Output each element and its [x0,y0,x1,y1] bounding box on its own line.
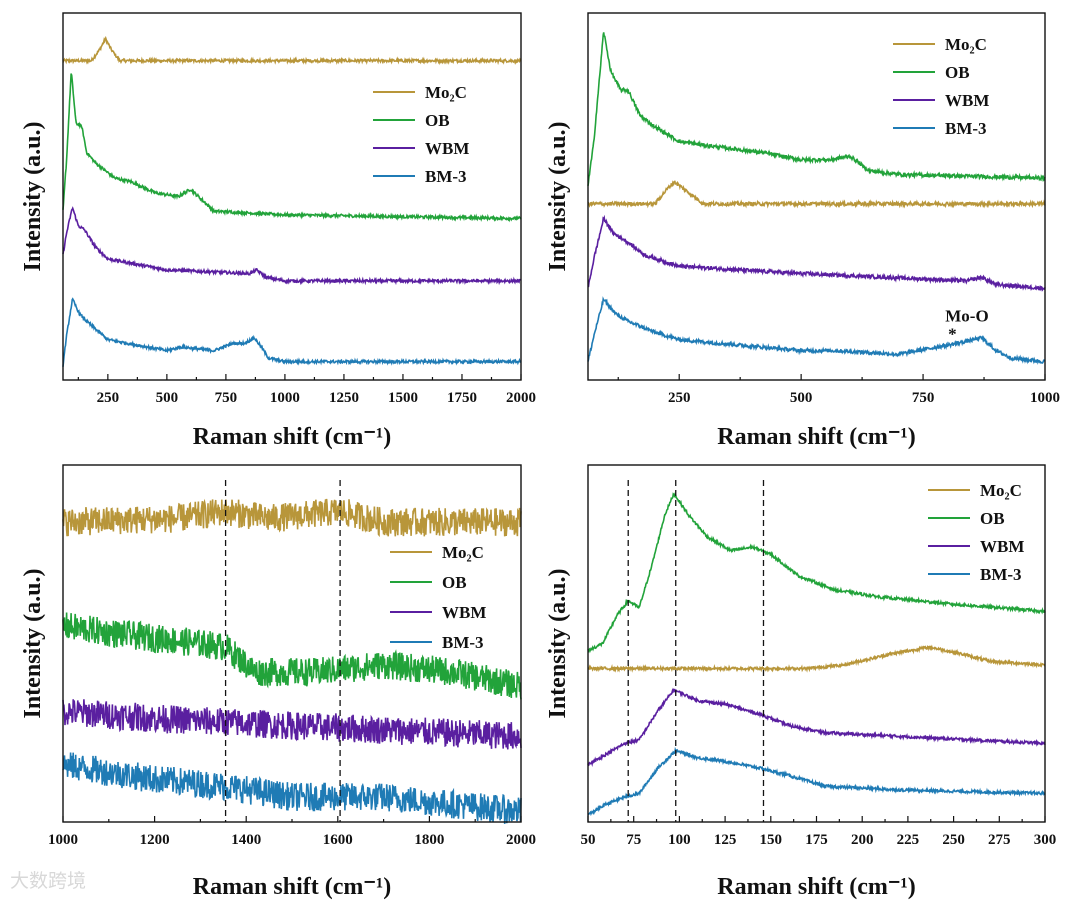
series-line-moc [62,498,522,538]
legend-label: OB [980,509,1005,528]
x-tick-label: 225 [897,832,920,848]
x-tick-label: 75 [626,832,641,848]
legend-label: WBM [442,603,486,622]
x-tick-label: 1000 [48,832,78,848]
legend-label: Mo₂C [945,35,987,54]
legend-label: BM-3 [425,167,467,186]
series-line-wbm [587,214,1046,292]
legend-label: Mo₂C [980,481,1022,500]
series-line-ob [587,492,1046,654]
legend-label: BM-3 [945,119,987,138]
x-tick-label: 500 [156,390,179,406]
x-tick-label: 750 [912,390,935,406]
series-line-ob [62,73,522,223]
series-line-ob [587,32,1046,187]
legend-label: OB [945,63,970,82]
chart-panel-p4: 50 75 100 125 150 175 200 225 250 275 300 Raman shi… [545,464,1057,900]
series-line-bm3 [62,297,522,367]
watermark: 大数跨境 [10,870,87,892]
legend-label: BM-3 [442,633,484,652]
series-line-wbm [62,206,522,286]
x-tick-label: 150 [760,832,783,848]
x-tick-label: 100 [668,832,691,848]
x-tick-label: 275 [988,832,1011,848]
x-tick-label: 1750 [447,390,477,406]
chart-panel-p1: 250 500 750 1000 1250 1500 1750 2000 Raman shift… [20,12,536,450]
x-tick-label: 1600 [323,832,353,848]
series-line-bm3 [62,752,522,824]
x-axis-title: Raman shift (cm⁻¹) [717,874,916,900]
x-tick-label: 1000 [270,390,300,406]
series-line-moc [62,35,522,66]
peak-annotation: * [948,325,957,344]
x-tick-label: 500 [790,390,813,406]
x-tick-label: 1250 [329,390,359,406]
legend-label: OB [425,111,450,130]
x-tick-label: 750 [215,390,238,406]
legend: Mo₂C OB WBM BM-3 [928,481,1024,584]
legend: Mo₂C OB WBM BM-3 [893,35,989,138]
x-tick-label: 125 [714,832,737,848]
legend-label: Mo₂C [442,543,484,562]
chart-panel-p2: 250 500 750 1000 Raman shift (cm⁻¹) Intensity… [545,12,1060,450]
x-axis-title: Raman shift (cm⁻¹) [193,874,392,900]
x-tick-label: 250 [97,390,120,406]
series-line-bm3 [587,746,1046,817]
x-tick-label: 2000 [506,832,536,848]
x-tick-label: 1800 [414,832,444,848]
legend: Mo₂C OB WBM BM-3 [390,543,486,652]
legend-label: Mo₂C [425,83,467,102]
series-line-moc [587,644,1046,673]
legend-label: WBM [980,537,1024,556]
x-tick-label: 1500 [388,390,418,406]
x-axis-title: Raman shift (cm⁻¹) [193,424,392,450]
x-tick-label: 250 [942,832,965,848]
series-line-ob [62,612,522,700]
plot-frame [62,12,522,381]
legend-label: OB [442,573,467,592]
peak-annotation: Mo-O [945,306,988,325]
x-axis-title: Raman shift (cm⁻¹) [717,424,916,450]
series-line-wbm [587,687,1046,767]
x-tick-label: 175 [805,832,828,848]
legend-label: WBM [945,91,989,110]
legend-label: BM-3 [980,565,1022,584]
x-tick-label: 1200 [140,832,170,848]
y-axis-title: Intensity (a.u.) [545,121,571,271]
x-tick-label: 200 [851,832,874,848]
x-tick-label: 1400 [231,832,261,848]
x-tick-label: 2000 [506,390,536,406]
x-tick-label: 250 [668,390,691,406]
x-tick-label: 50 [581,832,596,848]
y-axis-title: Intensity (a.u.) [545,568,571,718]
legend: Mo₂C OB WBM BM-3 [373,83,469,186]
series-line-moc [587,180,1046,209]
legend-label: WBM [425,139,469,158]
series-line-bm3 [587,296,1046,365]
x-tick-label: 1000 [1030,390,1060,406]
y-axis-title: Intensity (a.u.) [20,568,46,718]
x-tick-label: 300 [1034,832,1057,848]
chart-panel-p3: 1000 1200 1400 1600 1800 2000 Raman shift (cm⁻… [20,464,536,900]
plot-frame [587,12,1046,381]
y-axis-title: Intensity (a.u.) [20,121,46,271]
series-line-wbm [62,699,522,750]
